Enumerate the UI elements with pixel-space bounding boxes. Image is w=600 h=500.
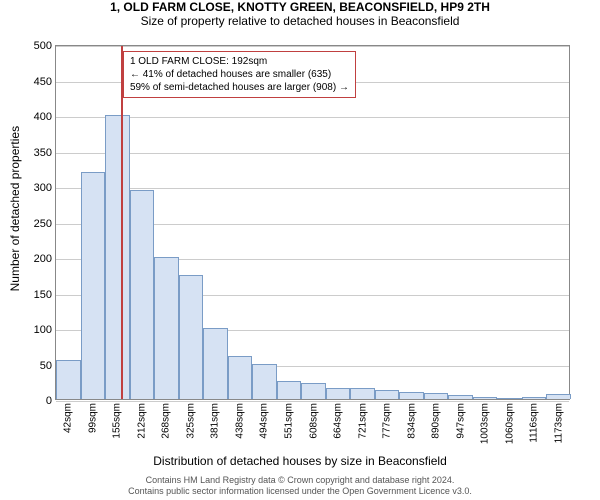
histogram-bar	[326, 388, 351, 399]
y-tick-label: 450	[34, 76, 52, 88]
info-box-line: 59% of semi-detached houses are larger (…	[130, 81, 349, 94]
x-tick-label: 551sqm	[283, 403, 294, 439]
footer-line-2: Contains public sector information licen…	[0, 486, 600, 497]
histogram-bar	[301, 383, 326, 399]
info-box-line: ← 41% of detached houses are smaller (63…	[130, 68, 349, 81]
gridline	[56, 46, 569, 47]
plot-area: 05010015020025030035040045050042sqm99sqm…	[55, 45, 570, 400]
x-tick-label: 947sqm	[455, 403, 466, 439]
x-tick-label: 325sqm	[185, 403, 196, 439]
y-tick-label: 400	[34, 111, 52, 123]
x-tick-label: 834sqm	[406, 403, 417, 439]
histogram-bar	[203, 328, 228, 399]
y-tick-label: 100	[34, 324, 52, 336]
histogram-bar	[497, 398, 522, 399]
histogram-bar	[228, 356, 253, 399]
x-tick-label: 721sqm	[357, 403, 368, 439]
y-tick-label: 250	[34, 218, 52, 230]
histogram-bar	[473, 397, 498, 399]
histogram-bar	[448, 395, 473, 399]
x-axis-label: Distribution of detached houses by size …	[0, 454, 600, 468]
x-tick-label: 1060sqm	[504, 403, 515, 444]
x-tick-label: 664sqm	[333, 403, 344, 439]
histogram-bar	[179, 275, 204, 399]
histogram-bar	[130, 190, 155, 399]
x-tick-label: 212sqm	[136, 403, 147, 439]
footer-attribution: Contains HM Land Registry data © Crown c…	[0, 472, 600, 500]
y-tick-label: 0	[46, 395, 52, 407]
y-axis-label: Number of detached properties	[8, 126, 22, 291]
x-tick-label: 1116sqm	[529, 403, 540, 443]
histogram-bar	[154, 257, 179, 399]
gridline	[56, 117, 569, 118]
x-tick-label: 381sqm	[210, 403, 221, 439]
chart-subtitle: Size of property relative to detached ho…	[0, 14, 600, 28]
x-tick-label: 890sqm	[431, 403, 442, 439]
info-box-line: 1 OLD FARM CLOSE: 192sqm	[130, 55, 349, 68]
histogram-bar	[81, 172, 106, 399]
histogram-bar	[277, 381, 302, 399]
x-tick-label: 268sqm	[161, 403, 172, 439]
chart-container: 1, OLD FARM CLOSE, KNOTTY GREEN, BEACONS…	[0, 0, 600, 500]
y-tick-label: 50	[40, 360, 52, 372]
x-tick-label: 438sqm	[234, 403, 245, 439]
gridline	[56, 401, 569, 402]
x-tick-label: 494sqm	[259, 403, 270, 439]
histogram-bar	[252, 364, 277, 400]
histogram-bar	[56, 360, 81, 399]
footer-line-1: Contains HM Land Registry data © Crown c…	[0, 475, 600, 486]
y-tick-label: 500	[34, 40, 52, 52]
histogram-bar	[375, 390, 400, 399]
chart-title: 1, OLD FARM CLOSE, KNOTTY GREEN, BEACONS…	[0, 0, 600, 14]
y-tick-label: 150	[34, 289, 52, 301]
property-marker-line	[121, 46, 123, 399]
histogram-bar	[546, 394, 571, 399]
histogram-bar	[105, 115, 130, 399]
histogram-bar	[399, 392, 424, 399]
y-tick-label: 350	[34, 147, 52, 159]
y-tick-label: 200	[34, 253, 52, 265]
gridline	[56, 153, 569, 154]
histogram-bar	[522, 397, 547, 399]
x-tick-label: 155sqm	[112, 403, 123, 439]
histogram-bar	[424, 393, 449, 399]
x-tick-label: 608sqm	[308, 403, 319, 439]
x-tick-label: 42sqm	[63, 403, 74, 433]
x-tick-label: 1173sqm	[553, 403, 564, 443]
y-tick-label: 300	[34, 182, 52, 194]
histogram-bar	[350, 388, 375, 399]
info-box: 1 OLD FARM CLOSE: 192sqm← 41% of detache…	[123, 51, 356, 98]
x-tick-label: 1003sqm	[480, 403, 491, 444]
x-tick-label: 777sqm	[382, 403, 393, 439]
x-tick-label: 99sqm	[87, 403, 98, 433]
